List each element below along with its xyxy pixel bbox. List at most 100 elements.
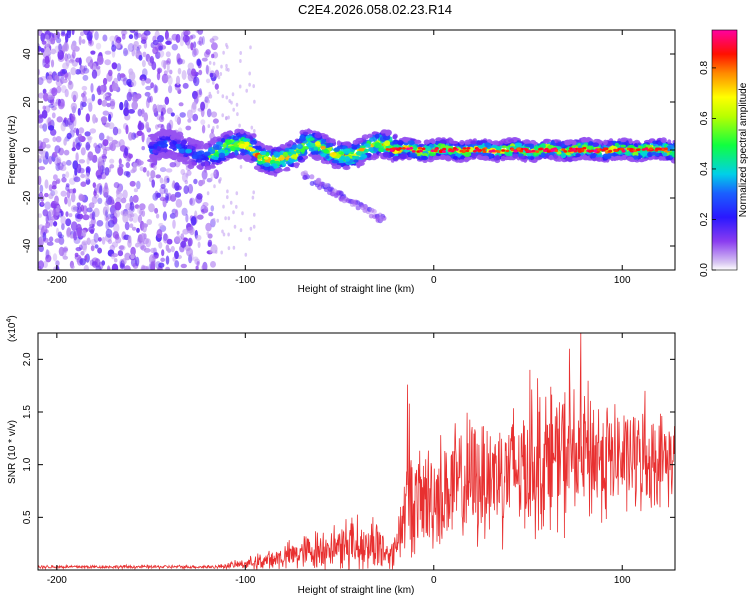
noise-cell [141,132,145,143]
noise-cell [145,238,151,248]
noise-cell [132,94,140,102]
signal-cell [191,154,198,160]
noise-cell [172,219,176,229]
noise-cell [133,31,139,40]
noise-cell [232,210,235,215]
noise-cell [40,201,44,206]
signal-cell [156,154,165,159]
noise-cell [221,229,224,234]
snr-multiplier-close: ) [7,315,18,318]
noise-cell [71,147,77,152]
noise-cell [102,77,108,86]
noise-cell [51,87,58,97]
noise-cell [131,49,136,57]
signal-cell [647,151,653,158]
noise-cell [61,30,66,36]
x-tick-label: -200 [47,575,67,586]
noise-cell [123,107,129,117]
noise-cell [45,117,52,128]
signal-cell [331,159,340,164]
noise-cell [165,266,170,270]
signal-cell [614,155,620,161]
signal-cell [548,154,554,161]
snr-ylabel: SNR (10 * v/v) [7,420,18,484]
noise-cell [187,237,193,247]
noise-cell [165,193,170,201]
noise-cell [56,37,62,44]
noise-cell [115,236,122,244]
noise-cell [63,138,67,146]
noise-cell [42,209,49,217]
signal-cell [556,151,562,155]
signal-cell [421,155,428,161]
noise-cell [187,183,194,194]
noise-cell [67,80,74,90]
noise-cell [129,223,134,228]
signal-cell [361,134,369,140]
signal-cell [263,156,269,160]
noise-cell [222,50,225,55]
signal-peak-cell [482,150,487,153]
noise-cell [48,209,53,217]
noise-cell [119,73,126,78]
signal-cell [207,140,215,144]
signal-cell [543,138,550,144]
noise-cell [172,256,176,262]
noise-cell [53,174,58,181]
noise-cell [84,131,91,137]
noise-cell [213,170,217,175]
noise-cell [193,48,199,56]
signal-peak-cell [655,147,660,151]
noise-cell [59,102,66,108]
noise-cell [210,111,218,118]
noise-cell [89,259,95,266]
noise-cell [129,196,134,204]
noise-cell [73,230,78,241]
noise-cell [150,247,156,254]
noise-cell [121,30,128,35]
signal-peak-cell [563,150,568,153]
noise-cell [91,211,96,221]
noise-cell [38,110,41,119]
noise-cell [38,140,43,149]
noise-cell [163,178,168,185]
x-tick-label: 100 [614,575,631,586]
signal-peak-cell [619,147,624,151]
signal-cell [374,142,382,149]
noise-cell [161,249,165,257]
noise-cell [130,30,135,33]
signal-cell [311,151,318,155]
noise-cell [160,257,166,262]
signal-cell [498,140,504,146]
noise-cell [252,190,255,195]
noise-cell [253,129,256,133]
noise-cell [159,177,164,184]
noise-cell [59,165,67,172]
noise-cell [220,64,223,69]
noise-cell [109,35,116,42]
signal-peak-cell [406,147,410,151]
signal-cell [626,156,634,162]
signal-cell [622,155,627,160]
noise-cell [238,84,242,89]
noise-cell [140,39,147,44]
signal-cell [555,142,562,147]
signal-cell [172,141,177,145]
noise-cell [175,235,182,243]
signal-cell [257,154,262,160]
noise-cell [152,46,159,55]
noise-cell [144,78,152,84]
noise-cell [94,30,99,41]
signal-cell [581,138,588,142]
noise-cell [74,212,81,219]
noise-cell [52,151,58,158]
noise-cell [166,238,173,245]
noise-cell [159,187,166,195]
signal-cell [185,148,192,154]
noise-cell [83,65,88,72]
noise-cell [193,178,198,185]
signal-cell [212,144,220,150]
signal-peak-cell [663,147,668,150]
noise-cell [38,77,44,86]
noise-cell [217,75,221,80]
